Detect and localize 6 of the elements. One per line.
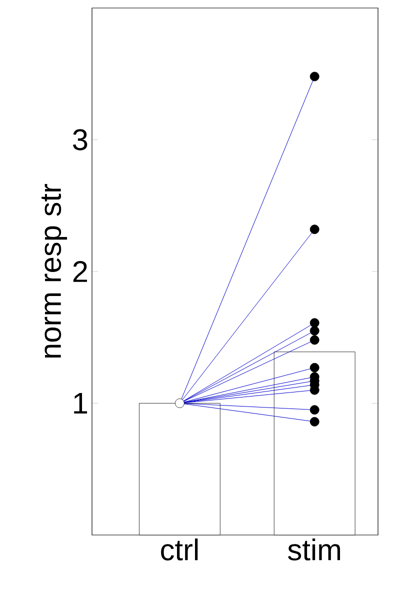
y-tick-label: 1 — [74, 392, 88, 414]
y-tick-label: 2 — [73, 261, 87, 282]
y-axis-title: norm resp str — [41, 184, 68, 358]
x-tick-label: ctrl — [161, 538, 198, 560]
x-tick-label: stim — [288, 538, 340, 560]
y-tick-label: 3 — [73, 129, 88, 150]
